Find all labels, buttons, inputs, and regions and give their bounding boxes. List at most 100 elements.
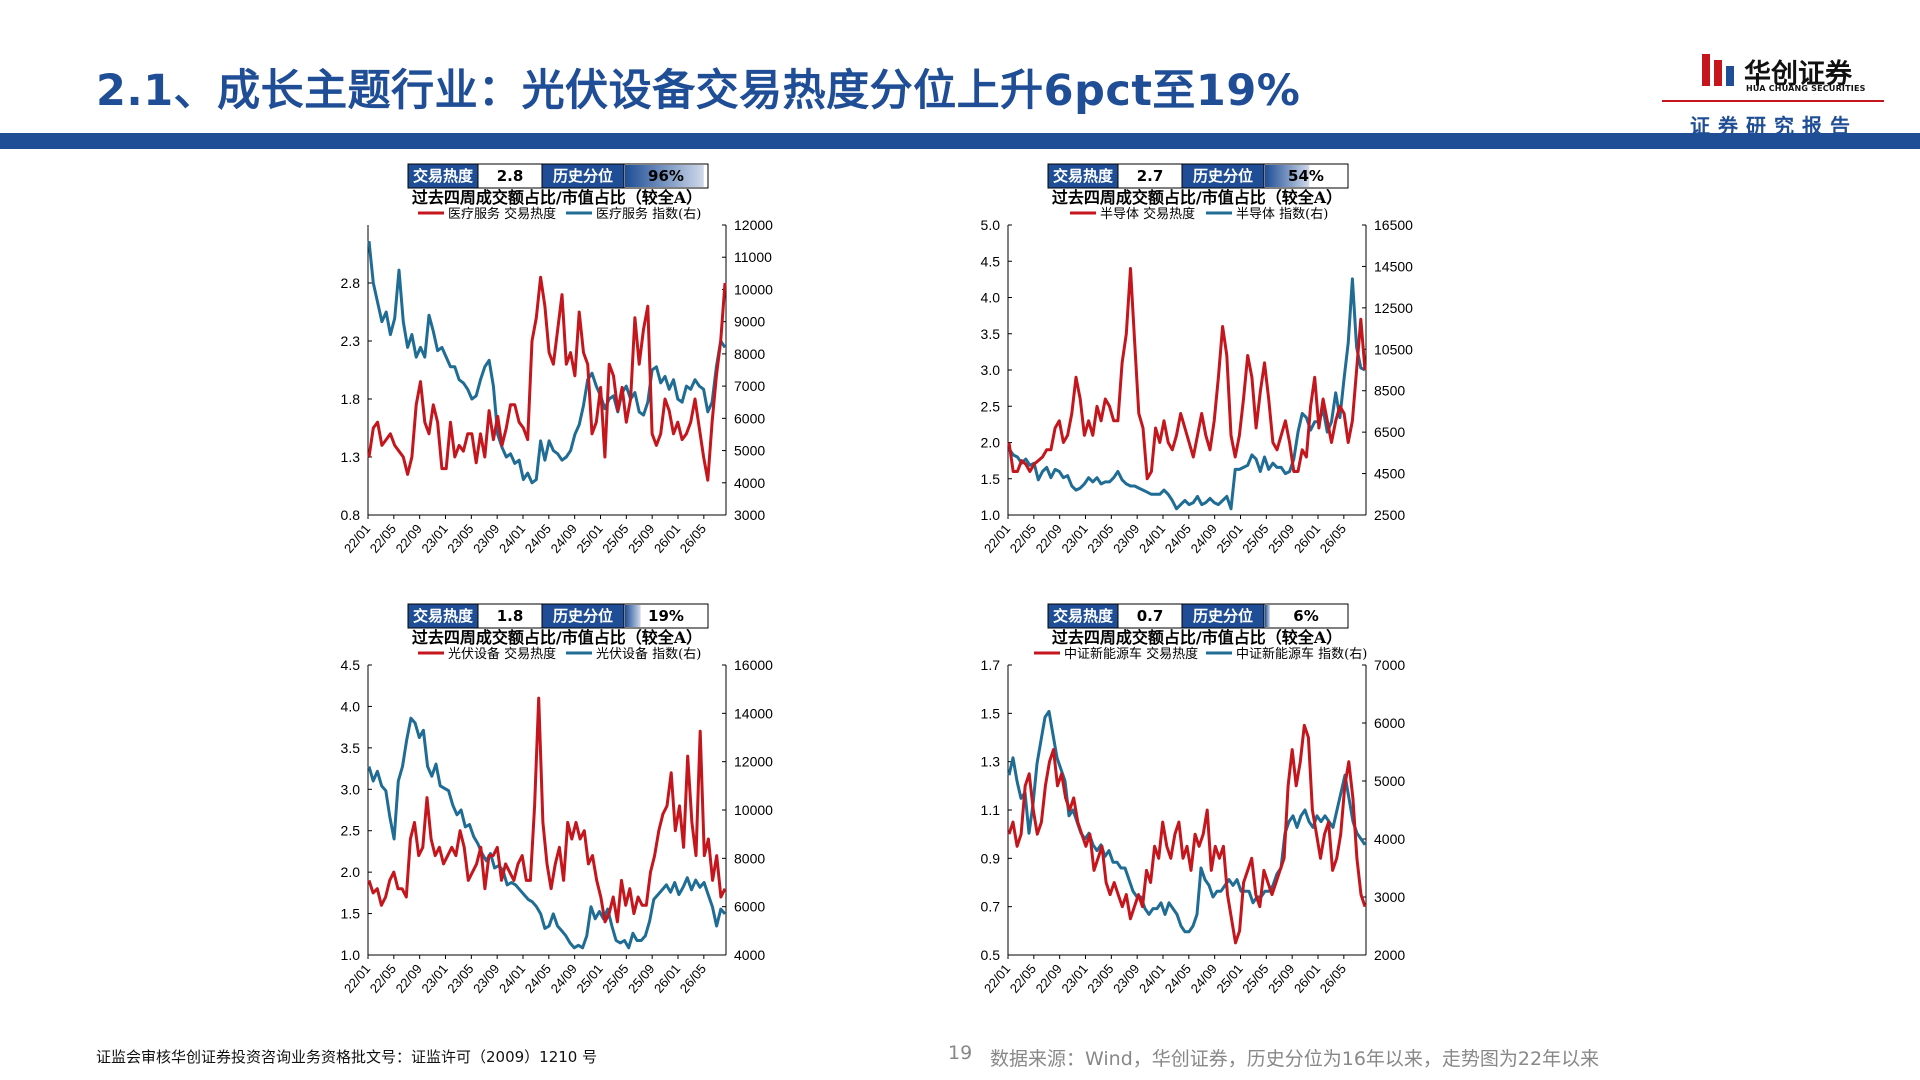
series-line-index [367,240,727,485]
x-tick-label: 25/09 [1265,961,1297,996]
badge-pct-label: 历史分位 [553,167,613,185]
badge-pct-label: 历史分位 [553,607,613,625]
x-tick-label: 24/01 [496,961,528,996]
legend-label-index: 医疗服务 指数(右) [596,206,701,222]
x-tick-label: 26/05 [677,961,709,996]
x-tick-label: 26/01 [651,961,683,996]
right-tick-label: 10000 [734,802,773,818]
legend-label-heat: 光伏设备 交易热度 [448,646,556,662]
left-tick-label: 5.0 [981,217,1001,233]
badge-heat-label: 交易热度 [413,167,474,185]
right-tick-label: 16500 [1374,217,1413,233]
x-tick-label: 23/09 [1110,521,1142,556]
badge-pct-fill [1265,605,1270,627]
series-line-heat [1007,267,1367,481]
x-tick-label: 24/05 [522,961,554,996]
x-tick-label: 26/05 [677,521,709,556]
series-line-index [1007,709,1367,934]
left-tick-label: 2.8 [341,275,361,291]
right-tick-label: 9000 [734,314,765,330]
x-tick-label: 23/01 [418,521,450,556]
left-tick-label: 1.0 [981,507,1001,523]
x-tick-label: 26/01 [651,521,683,556]
badge-pct-label-bg [1181,603,1265,629]
chart-title: 过去四周成交额占比/市值占比（较全A） [1052,628,1342,647]
badge-heat-value: 2.7 [1137,167,1164,185]
badge-heat-value-bg [1117,163,1183,189]
left-tick-label: 0.7 [981,899,1001,915]
right-tick-label: 5000 [734,443,765,459]
series-line-heat [1007,723,1367,945]
right-tick-label: 3000 [1374,889,1405,905]
left-tick-label: 0.9 [981,850,1001,866]
badge-heat-label: 交易热度 [1053,607,1114,625]
badge-heat-value-bg [1117,603,1183,629]
x-tick-label: 25/09 [1265,521,1297,556]
right-tick-label: 8000 [734,346,765,362]
x-tick-label: 23/01 [1058,961,1090,996]
x-tick-label: 22/05 [367,521,399,556]
x-tick-label: 23/05 [1084,961,1116,996]
left-tick-label: 1.5 [981,471,1001,487]
x-tick-label: 23/09 [1110,961,1142,996]
x-tick-label: 25/01 [1213,521,1245,556]
left-tick-label: 3.5 [341,740,361,756]
badge-pct-value: 19% [648,607,684,625]
right-tick-label: 14000 [734,705,773,721]
badge-heat-label-bg [1047,603,1119,629]
x-tick-label: 25/01 [573,521,605,556]
series-line-index [367,716,727,950]
legend-label-heat: 医疗服务 交易热度 [448,206,556,222]
left-tick-label: 4.5 [341,657,361,673]
right-tick-label: 6500 [1374,424,1405,440]
right-tick-label: 4000 [734,475,765,491]
right-tick-label: 11000 [734,249,772,265]
right-tick-label: 7000 [1374,657,1405,673]
x-tick-label: 24/09 [548,521,580,556]
x-tick-label: 22/01 [341,961,373,996]
chart-title: 过去四周成交额占比/市值占比（较全A） [412,628,702,647]
right-tick-label: 6000 [1374,715,1405,731]
header-bar [0,133,1920,149]
brand-name-cn: 华创证券 [1744,59,1852,90]
left-tick-label: 4.0 [341,698,361,714]
left-tick-label: 2.0 [341,864,361,880]
right-tick-label: 4000 [734,947,765,963]
right-tick-label: 2500 [1374,507,1405,523]
legend-label-index: 中证新能源车 指数(右) [1236,646,1367,662]
right-tick-label: 10500 [1374,341,1413,357]
x-tick-label: 25/09 [625,961,657,996]
right-tick-label: 10000 [734,281,773,297]
x-tick-label: 24/05 [1162,521,1194,556]
x-tick-label: 24/09 [1188,521,1220,556]
chart-panel-nev: 交易热度 0.7 历史分位 6% 过去四周成交额占比/市值占比（较全A） 中证新能源车 交… [958,600,1558,1010]
x-tick-label: 23/05 [1084,521,1116,556]
x-tick-label: 23/01 [418,961,450,996]
legend-label-index: 光伏设备 指数(右) [596,646,701,662]
x-tick-label: 23/05 [444,961,476,996]
x-tick-label: 22/01 [981,521,1013,556]
right-tick-label: 4000 [1374,831,1405,847]
x-tick-label: 25/05 [599,961,631,996]
x-tick-label: 26/05 [1317,521,1349,556]
badge-pct-track [1263,603,1349,629]
right-tick-label: 4500 [1374,466,1405,482]
x-tick-label: 25/09 [625,521,657,556]
x-tick-label: 25/05 [1239,961,1271,996]
x-tick-label: 25/01 [573,961,605,996]
x-tick-label: 24/09 [548,961,580,996]
badge-heat-label-bg [1047,163,1119,189]
left-tick-label: 1.8 [341,391,361,407]
x-tick-label: 26/05 [1317,961,1349,996]
right-tick-label: 8500 [1374,383,1405,399]
badge-heat-value: 0.7 [1137,607,1164,625]
badge-pct-label-bg [1181,163,1265,189]
chart-pv-equipment: 交易热度 1.8 历史分位 19% 过去四周成交额占比/市值占比（较全A）光伏设备 交易… [341,603,773,996]
left-tick-label: 0.8 [341,507,361,523]
x-tick-label: 24/09 [1188,961,1220,996]
series-line-index [1007,277,1366,511]
x-tick-label: 22/05 [1007,961,1039,996]
left-tick-label: 2.5 [981,398,1001,414]
brand-mark-icon [1702,54,1734,86]
chart-title: 过去四周成交额占比/市值占比（较全A） [1052,188,1342,207]
